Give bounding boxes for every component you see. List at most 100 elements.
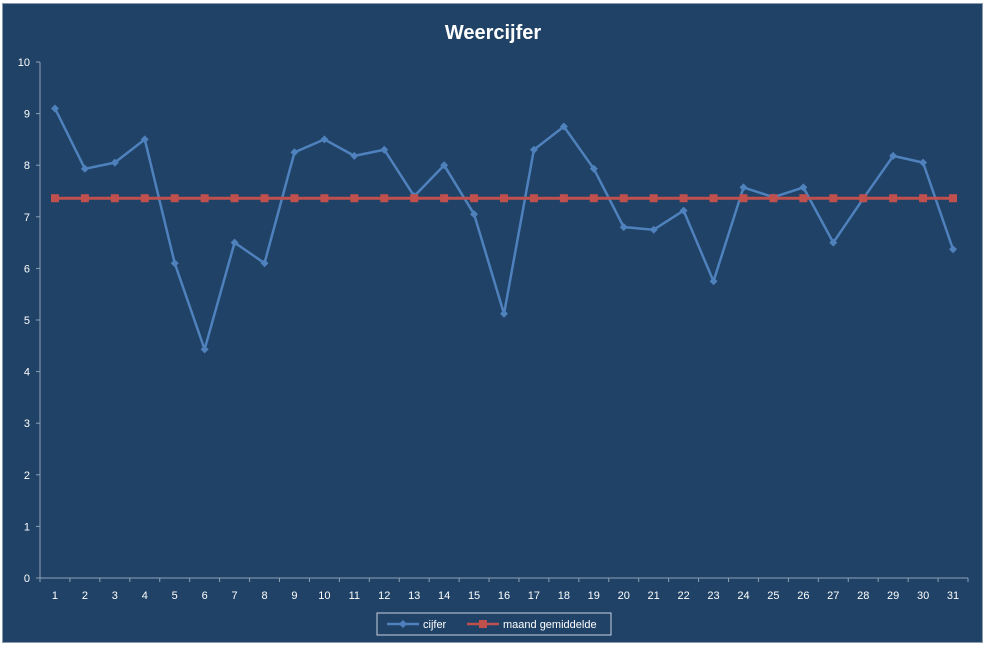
- y-tick-label: 7: [24, 212, 30, 224]
- data-point: [679, 194, 688, 203]
- data-point: [919, 158, 928, 167]
- data-point: [619, 223, 628, 232]
- y-tick-label: 0: [24, 573, 30, 585]
- x-tick-label: 23: [707, 590, 719, 602]
- x-tick-label: 3: [112, 590, 118, 602]
- data-point: [140, 135, 149, 144]
- x-tick-label: 29: [887, 590, 899, 602]
- data-point: [320, 135, 329, 144]
- x-tick-label: 2: [82, 590, 88, 602]
- data-point: [440, 194, 449, 203]
- x-tick-label: 17: [528, 590, 540, 602]
- data-point: [529, 194, 538, 203]
- y-tick-label: 2: [24, 470, 30, 482]
- x-tick-label: 24: [737, 590, 749, 602]
- data-point: [80, 164, 89, 173]
- data-point: [589, 164, 598, 173]
- data-point: [470, 194, 479, 203]
- data-point: [709, 277, 718, 286]
- series-layer: [50, 104, 958, 354]
- data-point: [679, 206, 688, 215]
- x-tick-label: 11: [349, 590, 360, 602]
- data-point: [410, 194, 419, 203]
- legend-marker: [399, 620, 407, 628]
- data-point: [739, 183, 748, 192]
- data-point: [80, 194, 89, 203]
- legend-box: [376, 612, 612, 636]
- x-tick-label: 22: [677, 590, 689, 602]
- x-tick-label: 7: [232, 590, 238, 602]
- x-tick-label: 15: [468, 590, 480, 602]
- x-tick-label: 20: [618, 590, 630, 602]
- data-point: [50, 194, 59, 203]
- x-tick-label: 8: [261, 590, 267, 602]
- data-point: [709, 194, 718, 203]
- x-tick-label: 12: [378, 590, 390, 602]
- x-tick-label: 27: [827, 590, 839, 602]
- data-point: [769, 194, 778, 203]
- legend-label: maand gemiddelde: [503, 619, 597, 631]
- data-point: [110, 158, 119, 167]
- data-point: [529, 145, 538, 154]
- y-tick-label: 5: [24, 315, 30, 327]
- data-point: [649, 194, 658, 203]
- legend: cijfer maand gemiddelde: [376, 612, 612, 636]
- y-tick-label: 10: [18, 57, 30, 69]
- data-point: [559, 122, 568, 131]
- data-point: [889, 194, 898, 203]
- data-point: [500, 194, 508, 203]
- data-point: [829, 194, 838, 203]
- data-point: [949, 245, 958, 254]
- legend-label: cijfer: [423, 619, 447, 631]
- y-tick-label: 1: [24, 521, 30, 533]
- data-point: [320, 194, 329, 203]
- data-point: [949, 194, 958, 203]
- legend-marker: [479, 620, 487, 628]
- data-point: [559, 194, 568, 203]
- series-cijfer: [50, 104, 958, 354]
- x-tick-label: 26: [797, 590, 809, 602]
- x-tick-label: 28: [857, 590, 869, 602]
- y-tick-label: 3: [24, 418, 30, 430]
- x-tick-label: 21: [648, 590, 660, 602]
- data-point: [500, 309, 508, 318]
- data-point: [589, 194, 598, 203]
- data-point: [380, 194, 389, 203]
- x-tick-label: 1: [52, 590, 58, 602]
- data-point: [290, 194, 299, 203]
- y-tick-label: 9: [24, 109, 30, 121]
- data-point: [380, 145, 389, 154]
- data-point: [799, 183, 808, 192]
- data-point: [440, 161, 449, 170]
- x-tick-label: 30: [917, 590, 929, 602]
- x-tick-label: 13: [408, 590, 420, 602]
- y-tick-label: 6: [24, 263, 30, 275]
- data-point: [350, 194, 359, 203]
- x-tick-label: 9: [291, 590, 297, 602]
- y-tick-label: 8: [24, 160, 30, 172]
- data-point: [230, 238, 239, 247]
- data-point: [919, 194, 928, 203]
- x-tick-label: 31: [947, 590, 959, 602]
- data-point: [619, 194, 628, 203]
- y-tick-label: 4: [24, 367, 30, 379]
- chart-area: Weercijfer 0 1 2 3 4 5 6 7 8 9 10 1 2 3 4 5 6 7 8 9 10 11 12 13…: [2, 3, 983, 643]
- legend-item: maand gemiddelde: [467, 619, 597, 631]
- series-maand-gemiddelde: [50, 194, 958, 203]
- x-tick-label: 4: [142, 590, 148, 602]
- data-point: [470, 210, 479, 219]
- data-point: [110, 194, 119, 203]
- data-point: [230, 194, 239, 203]
- data-point: [260, 259, 269, 268]
- data-point: [170, 194, 179, 203]
- data-point: [200, 345, 209, 354]
- x-tick-label: 5: [172, 590, 178, 602]
- data-point: [799, 194, 808, 203]
- x-tick-label: 14: [438, 590, 450, 602]
- chart-title: Weercijfer: [445, 22, 542, 44]
- data-point: [889, 151, 898, 160]
- x-tick-label: 16: [498, 590, 510, 602]
- data-point: [859, 194, 868, 203]
- data-point: [350, 151, 359, 160]
